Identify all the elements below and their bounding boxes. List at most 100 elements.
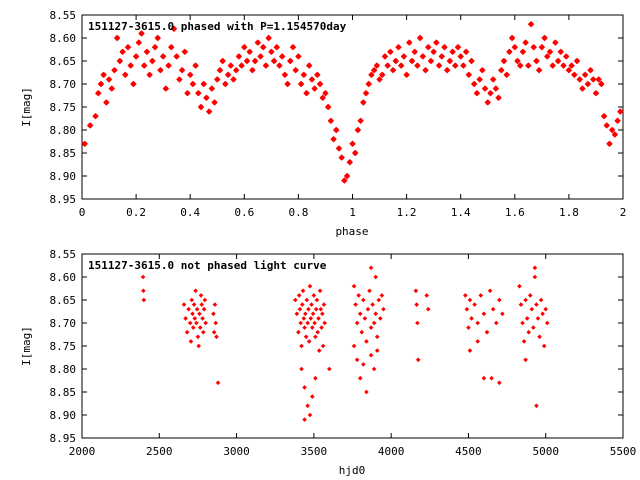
- data-point: [214, 76, 221, 83]
- data-point: [262, 62, 270, 69]
- data-point: [201, 306, 207, 312]
- data-point: [587, 67, 594, 74]
- data-point: [443, 67, 451, 74]
- data-point: [373, 62, 381, 69]
- data-point: [330, 136, 337, 143]
- data-point: [522, 39, 529, 46]
- x-tick-label: 0: [79, 206, 86, 219]
- data-point: [103, 99, 110, 106]
- data-point: [476, 76, 483, 83]
- unphased-chart: 2000 2500 3000 3500 4000 4500 5000 5500 8.55 8.60…: [20, 248, 636, 477]
- x-tick-label: 4000: [378, 445, 405, 458]
- data-point: [327, 117, 335, 124]
- data-point: [571, 71, 578, 78]
- data-point: [479, 67, 486, 74]
- data-point: [357, 117, 364, 124]
- data-point: [573, 57, 581, 65]
- data-point: [195, 334, 201, 340]
- data-point: [190, 311, 195, 317]
- data-point: [273, 44, 280, 51]
- data-point: [351, 343, 357, 349]
- data-point: [365, 306, 371, 312]
- data-point: [606, 140, 613, 147]
- data-point: [189, 80, 197, 88]
- data-point: [197, 103, 205, 111]
- x-tick-label: 2500: [146, 445, 173, 458]
- data-point: [508, 34, 516, 42]
- data-point: [200, 80, 207, 88]
- data-point: [143, 48, 151, 55]
- data-point: [243, 57, 251, 65]
- data-point: [322, 320, 327, 326]
- data-point: [203, 94, 210, 101]
- data-point: [316, 348, 322, 353]
- data-point: [435, 62, 443, 69]
- data-point: [478, 293, 484, 298]
- data-point: [376, 297, 382, 303]
- data-point: [376, 76, 383, 83]
- data-point: [306, 339, 312, 344]
- data-point: [202, 297, 208, 303]
- data-point: [497, 297, 502, 303]
- data-point: [484, 99, 491, 106]
- data-point: [224, 71, 232, 78]
- data-point: [360, 99, 367, 106]
- data-point: [189, 297, 195, 303]
- data-point: [302, 325, 307, 330]
- data-point: [298, 320, 304, 326]
- data-point: [349, 140, 356, 147]
- data-point: [305, 403, 310, 409]
- data-point: [293, 297, 298, 303]
- data-point: [319, 325, 324, 330]
- data-point: [303, 90, 310, 97]
- data-point: [472, 302, 477, 307]
- x-axis-label: phase: [335, 225, 368, 238]
- data-point: [141, 297, 147, 303]
- data-point: [181, 48, 188, 55]
- chart-title: 151127-3615.0 phased with P=1.154570day: [88, 20, 347, 33]
- data-point: [296, 329, 301, 335]
- data-point: [193, 288, 198, 294]
- data-point: [313, 334, 318, 340]
- data-point: [475, 320, 481, 326]
- data-point: [352, 149, 359, 157]
- data-point: [462, 48, 470, 55]
- data-point: [544, 320, 550, 326]
- data-point: [132, 53, 140, 60]
- data-point: [452, 62, 459, 69]
- data-point: [598, 80, 605, 88]
- data-point: [497, 380, 502, 386]
- data-point: [579, 85, 586, 92]
- data-point: [318, 306, 324, 312]
- data-point: [469, 316, 474, 321]
- data-point: [353, 302, 358, 307]
- data-point: [192, 316, 198, 321]
- data-point: [600, 113, 608, 120]
- data-point: [584, 80, 592, 88]
- data-point: [316, 80, 324, 88]
- data-point: [190, 325, 196, 330]
- data-point: [379, 71, 386, 78]
- data-point: [489, 375, 494, 381]
- data-point: [311, 293, 317, 298]
- data-point: [154, 34, 161, 42]
- data-point: [302, 417, 307, 422]
- data-point: [159, 53, 167, 60]
- data-point: [310, 325, 315, 330]
- data-point: [81, 140, 88, 147]
- data-point: [614, 117, 621, 124]
- y-tick-label: 8.60: [50, 271, 77, 284]
- data-point: [535, 316, 541, 321]
- data-point: [527, 21, 535, 28]
- data-point: [146, 71, 153, 78]
- data-point: [514, 57, 521, 65]
- data-point: [278, 53, 286, 60]
- data-point: [308, 316, 314, 321]
- data-point: [535, 67, 543, 74]
- data-point: [316, 316, 321, 321]
- data-point: [354, 126, 362, 134]
- data-point: [408, 57, 416, 65]
- data-point: [449, 48, 456, 55]
- data-point: [265, 34, 272, 42]
- data-point: [249, 67, 256, 74]
